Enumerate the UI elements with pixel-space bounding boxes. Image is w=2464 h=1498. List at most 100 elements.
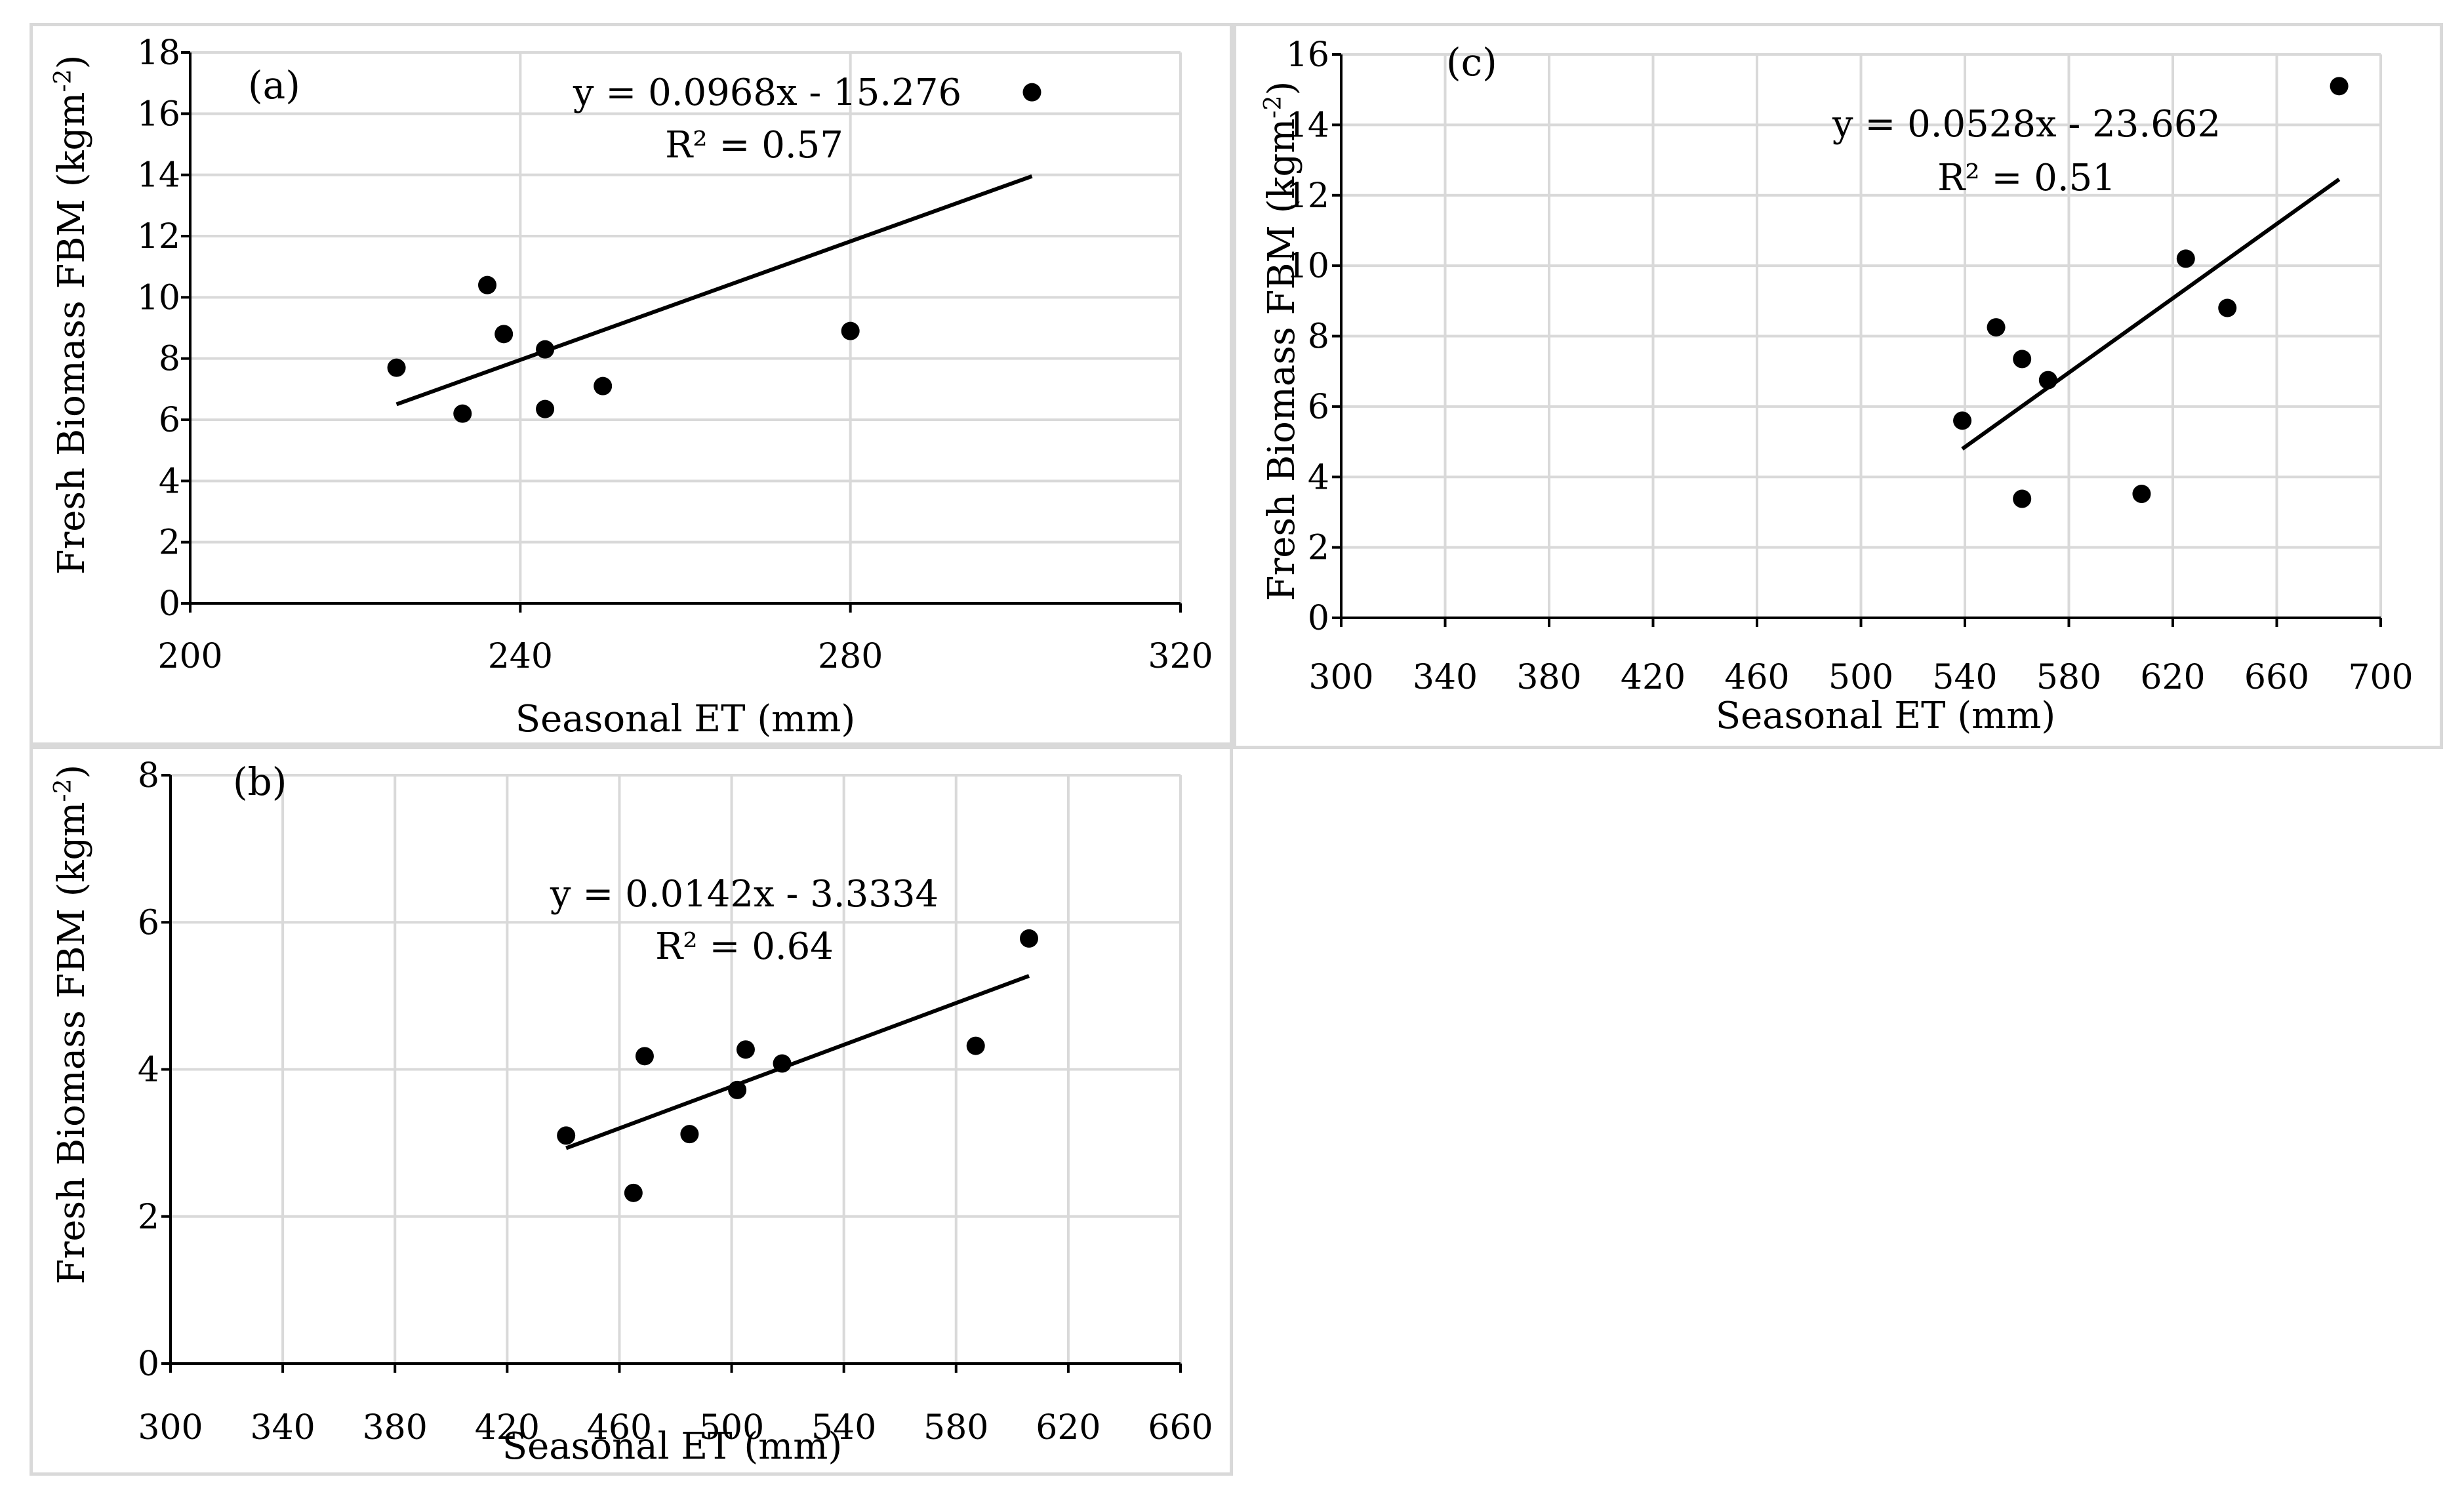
- chart-c-panel-label: (c): [1446, 40, 1497, 85]
- chart-b-ytick-label: 2: [138, 1198, 159, 1237]
- chart-b-trendline-group: [565, 974, 1030, 1150]
- chart-c-xtick-label: 700: [2348, 658, 2413, 697]
- chart-c-axes: [1332, 53, 2382, 627]
- chart-b-svg: 0 2 4 6 8 300 340 380 420 460 500 540 580 620 660 (b)…: [50, 756, 1213, 1468]
- chart-b-point-8: [1020, 929, 1038, 948]
- chart-c-xtick-label: 420: [1621, 658, 1686, 697]
- chart-c-point-8: [2330, 77, 2349, 96]
- chart-a-trendline: [395, 174, 1033, 407]
- chart-a-point-4: [536, 340, 555, 359]
- chart-b-x-axis-title: Seasonal ET (mm): [502, 1425, 842, 1468]
- chart-c-point-5: [2132, 485, 2151, 504]
- chart-b-xtick-label: 460: [587, 1408, 652, 1447]
- chart-c-point-4: [2038, 371, 2057, 390]
- chart-b-point-6: [773, 1054, 792, 1073]
- chart-c-xtick-label: 580: [2036, 658, 2101, 697]
- chart-a-yticks: 0 2 4 6 8 10 12 14 16 18: [137, 33, 180, 624]
- chart-c-xtick-label: 540: [1932, 658, 1997, 697]
- chart-a-xtick-label: 200: [157, 637, 222, 676]
- chart-b-panel-label: (b): [233, 759, 287, 804]
- chart-b-point-1: [624, 1183, 643, 1202]
- chart-c-xtick-label: 620: [2140, 658, 2205, 697]
- chart-c-y-axis-title-main: Fresh Biomass FBM (kgm: [1261, 119, 1303, 601]
- chart-a-xtick-label: 320: [1148, 637, 1213, 676]
- chart-c-grid: [1341, 53, 2382, 618]
- chart-b-equation: y = 0.0142x - 3.3334: [550, 873, 939, 916]
- chart-b-point-4: [728, 1080, 747, 1099]
- chart-b-xtick-label: 580: [923, 1408, 988, 1447]
- chart-a-grid: [189, 51, 1182, 603]
- chart-b-ytick-label: 8: [138, 756, 159, 796]
- chart-c-equation: y = 0.0528x - 23.662: [1832, 103, 2221, 146]
- chart-c-ytick-label: 12: [1286, 176, 1329, 216]
- chart-a-y-axis-title: Fresh Biomass FBM (kgm-2): [50, 55, 94, 575]
- chart-a-point-8: [1022, 83, 1041, 102]
- chart-b-point-0: [557, 1126, 576, 1145]
- chart-a-point-5: [536, 399, 555, 418]
- chart-a-point-0: [387, 358, 406, 377]
- chart-a-ytick-label: 2: [159, 523, 180, 563]
- chart-panel-c: 0 2 4 6 8 10 12 14 16 300 340 380 420 460 500 540 580 62…: [1233, 23, 2443, 749]
- chart-b-ytick-label: 4: [138, 1051, 159, 1090]
- chart-a-y-axis-title-sup: -2: [50, 69, 77, 92]
- chart-c-trendline-group: [1961, 177, 2341, 451]
- chart-c-yticks: 0 2 4 6 8 10 12 14 16: [1286, 35, 1329, 638]
- chart-b-yticks: 0 2 4 6 8: [138, 756, 159, 1384]
- chart-a-ytick-label: 16: [137, 94, 180, 134]
- chart-c-xticks: 300 340 380 420 460 500 540 580 620 660 700: [1308, 658, 2413, 697]
- chart-b-ytick-label: 0: [138, 1345, 159, 1384]
- chart-a-y-axis-title-end: ): [50, 55, 93, 70]
- chart-a-points: [387, 83, 1041, 423]
- chart-b-xtick-label: 380: [363, 1408, 428, 1447]
- chart-b-xtick-label: 300: [138, 1408, 203, 1447]
- chart-c-y-axis-title-sup: -2: [1260, 95, 1287, 118]
- chart-c-ytick-label: 16: [1286, 35, 1329, 75]
- chart-c-ytick-label: 10: [1286, 247, 1329, 286]
- chart-c-ytick-label: 2: [1308, 529, 1329, 568]
- chart-a-ytick-label: 4: [159, 462, 180, 501]
- chart-a-ytick-label: 0: [159, 584, 180, 624]
- chart-c-point-7: [2218, 298, 2237, 317]
- chart-c-point-1: [1987, 318, 2006, 337]
- chart-a-panel-label: (a): [248, 63, 300, 108]
- chart-c-xtick-label: 380: [1516, 658, 1581, 697]
- chart-b-point-7: [966, 1036, 985, 1055]
- chart-a-ytick-label: 12: [137, 217, 180, 256]
- chart-b-xtick-label: 660: [1148, 1408, 1213, 1447]
- chart-a-y-axis-title-main: Fresh Biomass FBM (kgm: [50, 92, 93, 575]
- chart-panel-b: 0 2 4 6 8 300 340 380 420 460 500 540 580 620 660 (b)…: [30, 746, 1233, 1476]
- chart-c-x-axis-title: Seasonal ET (mm): [1716, 695, 2055, 737]
- chart-c-point-2: [2013, 350, 2032, 369]
- chart-b-xtick-label: 420: [475, 1408, 540, 1447]
- chart-b-y-axis-title-main: Fresh Biomass FBM (kgm: [50, 802, 93, 1285]
- chart-c-point-0: [1953, 411, 1972, 430]
- chart-c-ytick-label: 0: [1308, 599, 1329, 638]
- chart-b-xtick-label: 340: [250, 1408, 315, 1447]
- chart-a-trendline-group: [395, 174, 1033, 407]
- chart-b-point-3: [680, 1125, 699, 1144]
- chart-a-xticks: 200 240 280 320: [157, 637, 1213, 676]
- chart-a-point-6: [594, 376, 613, 395]
- chart-b-ytick-label: 6: [138, 903, 159, 942]
- chart-a-r2: R² = 0.57: [665, 124, 843, 167]
- chart-a-point-7: [841, 321, 860, 340]
- chart-b-xtick-label: 540: [811, 1408, 876, 1447]
- chart-c-xtick-label: 340: [1413, 658, 1478, 697]
- chart-a-ytick-label: 14: [137, 156, 180, 195]
- chart-b-point-5: [736, 1040, 755, 1059]
- chart-c-trendline: [1961, 177, 2341, 451]
- chart-a-point-1: [453, 404, 472, 423]
- chart-c-points: [1953, 77, 2349, 508]
- chart-a-point-2: [478, 275, 496, 294]
- chart-panel-a: 0 2 4 6 8 10 12 14 16 18 200 240 280 320 (a) y = 0.0…: [30, 23, 1233, 746]
- chart-b-xtick-label: 620: [1036, 1408, 1101, 1447]
- chart-a-svg: 0 2 4 6 8 10 12 14 16 18 200 240 280 320 (a) y = 0.0…: [50, 33, 1213, 740]
- chart-b-xticks: 300 340 380 420 460 500 540 580 620 660: [138, 1408, 1213, 1447]
- chart-a-ytick-label: 6: [159, 401, 180, 440]
- chart-a-point-3: [495, 325, 514, 344]
- chart-c-svg: 0 2 4 6 8 10 12 14 16 300 340 380 420 460 500 540 580 62…: [1260, 35, 2414, 737]
- chart-b-y-axis-title-end: ): [50, 765, 93, 779]
- chart-c-ytick-label: 6: [1308, 388, 1329, 427]
- chart-a-xtick-label: 280: [818, 637, 883, 676]
- chart-a-ytick-label: 10: [137, 278, 180, 317]
